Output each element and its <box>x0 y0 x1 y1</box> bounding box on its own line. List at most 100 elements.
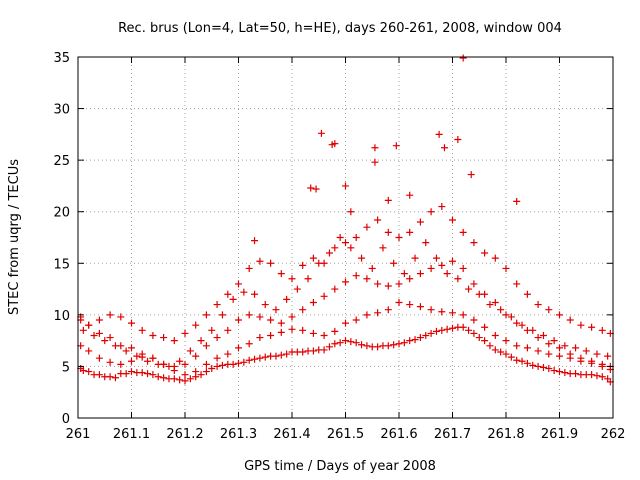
data-point <box>336 339 344 347</box>
data-point <box>224 290 232 298</box>
data-point <box>342 239 349 247</box>
data-point <box>438 203 446 211</box>
data-point <box>481 337 489 345</box>
data-point <box>481 323 489 331</box>
data-point <box>406 301 414 309</box>
data-point <box>245 340 253 348</box>
data-point <box>427 306 435 314</box>
data-point <box>149 371 157 379</box>
data-point <box>566 350 574 358</box>
data-point <box>411 254 419 262</box>
data-point <box>160 334 168 342</box>
data-point <box>347 208 355 216</box>
data-point <box>486 301 494 309</box>
y-tick-label: 25 <box>53 154 70 169</box>
chart-title: Rec. brus (Lon=4, Lat=50, h=HE), days 26… <box>118 21 562 36</box>
data-point <box>202 368 210 376</box>
data-point <box>368 264 376 272</box>
data-point <box>331 327 339 335</box>
data-point <box>342 182 349 190</box>
data-point <box>240 358 248 366</box>
data-point <box>165 375 173 383</box>
data-point <box>128 319 135 327</box>
data-point <box>154 373 162 381</box>
data-point <box>491 346 499 354</box>
data-point <box>561 342 569 350</box>
data-point <box>197 371 205 379</box>
data-point <box>213 334 221 342</box>
data-point <box>371 158 379 166</box>
data-point <box>235 316 242 324</box>
data-point <box>534 347 542 355</box>
data-point <box>277 328 285 336</box>
data-point <box>604 352 612 360</box>
data-point <box>331 340 339 348</box>
data-point <box>502 337 510 345</box>
data-point <box>577 321 585 329</box>
data-point <box>395 298 403 306</box>
data-point <box>106 311 114 319</box>
data-point <box>317 129 325 137</box>
data-point <box>406 337 414 345</box>
data-point <box>593 350 601 358</box>
data-point <box>582 371 590 379</box>
data-point <box>352 316 360 324</box>
data-point <box>443 325 451 333</box>
data-point <box>556 368 563 376</box>
data-point <box>502 350 510 358</box>
data-point <box>550 367 558 375</box>
data-point <box>416 270 424 278</box>
data-point <box>181 371 189 379</box>
data-point <box>556 352 563 360</box>
x-axis-label: GPS time / Days of year 2008 <box>244 459 436 474</box>
data-point <box>235 344 242 352</box>
data-point <box>256 313 264 321</box>
data-point <box>160 374 168 382</box>
data-point <box>149 331 157 339</box>
data-point <box>331 285 339 293</box>
data-point <box>518 321 526 329</box>
data-point <box>288 313 296 321</box>
data-point <box>347 244 355 252</box>
data-point <box>192 368 200 376</box>
data-point <box>438 261 446 269</box>
data-point <box>582 347 590 355</box>
y-tick-labels: 0 5 10 15 20 25 30 35 <box>53 51 70 427</box>
data-point <box>481 249 489 257</box>
data-point <box>144 357 152 365</box>
data-point <box>213 362 221 370</box>
data-point <box>529 361 537 369</box>
x-tick-label: 261.5 <box>327 427 364 442</box>
data-point <box>598 373 606 381</box>
data-point <box>213 354 221 362</box>
data-point <box>518 357 526 365</box>
data-point <box>491 298 499 306</box>
data-point <box>416 218 424 226</box>
data-point <box>392 142 400 150</box>
data-point <box>379 244 387 252</box>
data-point <box>534 301 542 309</box>
data-point <box>545 306 553 314</box>
data-point <box>384 228 392 236</box>
data-point <box>432 254 440 262</box>
x-tick-label: 261.7 <box>434 427 471 442</box>
data-point <box>395 280 403 288</box>
data-point <box>379 342 387 350</box>
data-point <box>475 290 483 298</box>
data-point <box>513 342 521 350</box>
data-point <box>293 285 301 293</box>
data-point <box>336 234 344 241</box>
data-point <box>449 324 456 332</box>
data-point <box>229 295 237 303</box>
data-point <box>144 370 152 378</box>
data-point <box>299 306 307 314</box>
data-point <box>315 259 323 267</box>
data-point <box>556 344 563 352</box>
data-point <box>304 275 312 283</box>
data-point <box>470 280 478 288</box>
data-point <box>358 341 366 349</box>
data-point <box>534 362 542 370</box>
x-tick-label: 262 <box>601 427 626 442</box>
data-point <box>111 374 119 382</box>
